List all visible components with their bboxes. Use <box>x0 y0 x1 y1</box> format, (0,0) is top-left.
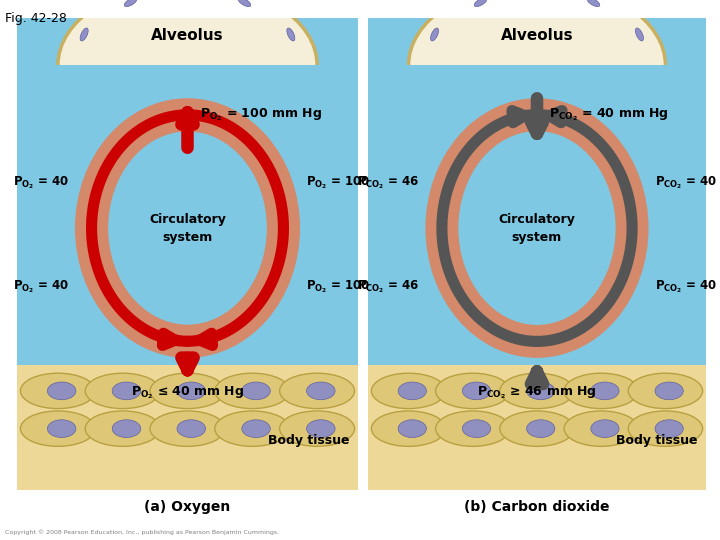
Ellipse shape <box>150 411 225 447</box>
Text: (a) Oxygen: (a) Oxygen <box>145 500 230 514</box>
Ellipse shape <box>636 28 644 41</box>
Ellipse shape <box>398 382 426 400</box>
Ellipse shape <box>242 382 270 400</box>
Ellipse shape <box>408 0 665 148</box>
Ellipse shape <box>526 382 555 400</box>
Ellipse shape <box>108 131 267 325</box>
Text: $\mathbf{P_{O_2}}$ = 100: $\mathbf{P_{O_2}}$ = 100 <box>306 278 370 295</box>
Text: Alveolus: Alveolus <box>500 28 573 43</box>
Text: Fig. 42-28: Fig. 42-28 <box>5 12 67 25</box>
Ellipse shape <box>629 411 703 447</box>
Ellipse shape <box>85 411 161 447</box>
Ellipse shape <box>125 0 137 6</box>
Ellipse shape <box>500 411 574 447</box>
Ellipse shape <box>398 420 426 437</box>
Ellipse shape <box>80 28 88 41</box>
Text: $\mathbf{P_{CO_2}}$ = 40 mm Hg: $\mathbf{P_{CO_2}}$ = 40 mm Hg <box>549 107 669 123</box>
Text: $\mathbf{P_{CO_2}}$ = 46: $\mathbf{P_{CO_2}}$ = 46 <box>357 278 420 295</box>
Bar <box>368 365 706 490</box>
Text: $\mathbf{P_{O_2}}$ = 100: $\mathbf{P_{O_2}}$ = 100 <box>306 174 370 191</box>
Ellipse shape <box>564 373 639 409</box>
Ellipse shape <box>436 373 510 409</box>
Ellipse shape <box>591 382 619 400</box>
Text: $\mathbf{P_{O_2}}$ ≤ 40 mm Hg: $\mathbf{P_{O_2}}$ ≤ 40 mm Hg <box>131 385 244 401</box>
Bar <box>368 65 706 153</box>
Bar <box>17 65 358 153</box>
Text: Alveolus: Alveolus <box>151 28 224 43</box>
Ellipse shape <box>150 373 225 409</box>
Ellipse shape <box>48 420 76 437</box>
Ellipse shape <box>462 382 490 400</box>
Text: Circulatory
system: Circulatory system <box>498 213 575 244</box>
Bar <box>17 365 358 490</box>
Ellipse shape <box>112 382 140 400</box>
Bar <box>368 0 706 18</box>
Text: Body tissue: Body tissue <box>269 434 350 447</box>
Ellipse shape <box>20 373 96 409</box>
Text: $\mathbf{P_{CO_2}}$ = 40: $\mathbf{P_{CO_2}}$ = 40 <box>654 174 716 191</box>
Ellipse shape <box>279 411 354 447</box>
Text: $\mathbf{P_{O_2}}$ = 40: $\mathbf{P_{O_2}}$ = 40 <box>13 278 69 295</box>
Ellipse shape <box>431 28 438 41</box>
Text: $\mathbf{P_{CO_2}}$ ≥ 46 mm Hg: $\mathbf{P_{CO_2}}$ ≥ 46 mm Hg <box>477 385 597 401</box>
Ellipse shape <box>242 420 270 437</box>
Ellipse shape <box>85 373 161 409</box>
Ellipse shape <box>474 0 487 6</box>
Text: Circulatory
system: Circulatory system <box>149 213 226 244</box>
Text: Copyright © 2008 Pearson Education, Inc., publishing as Pearson Benjamin Cumming: Copyright © 2008 Pearson Education, Inc.… <box>5 529 279 535</box>
Ellipse shape <box>58 0 317 148</box>
Ellipse shape <box>75 98 300 358</box>
Ellipse shape <box>279 373 354 409</box>
Ellipse shape <box>215 373 289 409</box>
Text: $\mathbf{P_{O_2}}$ = 100 mm Hg: $\mathbf{P_{O_2}}$ = 100 mm Hg <box>199 107 322 123</box>
Ellipse shape <box>20 411 96 447</box>
Text: $\mathbf{P_{O_2}}$ = 40: $\mathbf{P_{O_2}}$ = 40 <box>13 174 69 191</box>
Ellipse shape <box>215 411 289 447</box>
Ellipse shape <box>629 373 703 409</box>
Ellipse shape <box>177 382 205 400</box>
Ellipse shape <box>426 98 649 358</box>
Ellipse shape <box>307 420 335 437</box>
Ellipse shape <box>177 420 205 437</box>
Ellipse shape <box>238 0 251 6</box>
Ellipse shape <box>112 420 140 437</box>
Bar <box>17 18 358 490</box>
Ellipse shape <box>307 382 335 400</box>
Ellipse shape <box>526 420 555 437</box>
Ellipse shape <box>48 382 76 400</box>
Bar <box>368 18 706 490</box>
Text: (b) Carbon dioxide: (b) Carbon dioxide <box>464 500 610 514</box>
Ellipse shape <box>372 373 446 409</box>
Text: Body tissue: Body tissue <box>616 434 698 447</box>
Text: $\mathbf{P_{CO_2}}$ = 40: $\mathbf{P_{CO_2}}$ = 40 <box>654 278 716 295</box>
Ellipse shape <box>588 0 600 6</box>
Ellipse shape <box>287 28 295 41</box>
Ellipse shape <box>564 411 639 447</box>
Ellipse shape <box>655 382 683 400</box>
Ellipse shape <box>500 373 574 409</box>
Bar <box>17 0 358 18</box>
Text: $\mathbf{P_{CO_2}}$ = 46: $\mathbf{P_{CO_2}}$ = 46 <box>357 174 420 191</box>
Ellipse shape <box>591 420 619 437</box>
Ellipse shape <box>459 131 616 325</box>
Ellipse shape <box>655 420 683 437</box>
Ellipse shape <box>436 411 510 447</box>
Ellipse shape <box>462 420 490 437</box>
Ellipse shape <box>372 411 446 447</box>
